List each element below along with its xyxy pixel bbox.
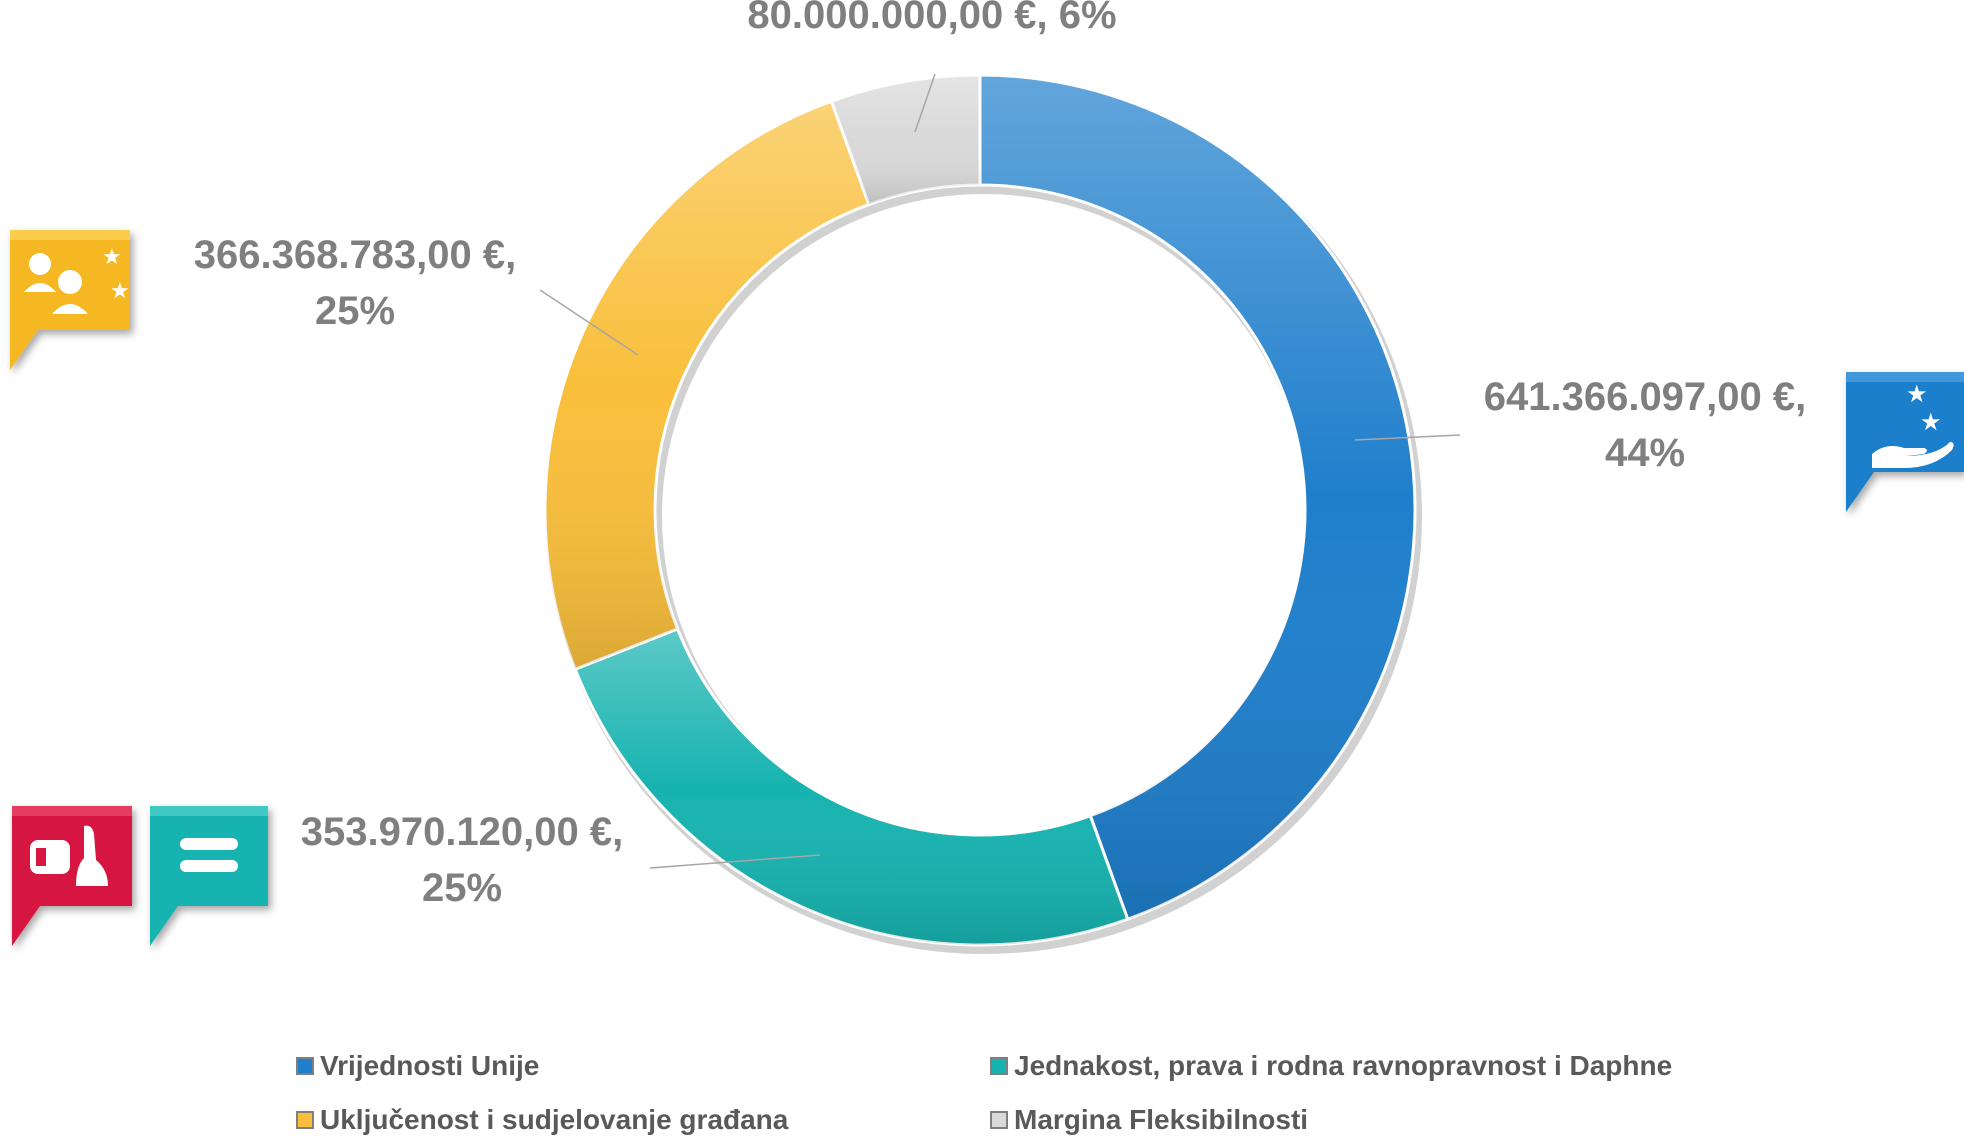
slice-highlight <box>575 628 1128 945</box>
chart-svg: 641.366.097,00 €, 44% 353.970.120,00 €, 25%… <box>10 0 1964 954</box>
legend: Vrijednosti Unije Jednakost, prava i rod… <box>0 1040 1964 1136</box>
data-label-line: 353.970.120,00 €, <box>301 810 624 854</box>
legend-label: Margina Fleksibilnosti <box>1014 1104 1309 1135</box>
svg-text:★: ★ <box>102 245 122 270</box>
legend-swatch-gray <box>990 1111 1008 1129</box>
legend-item: Margina Fleksibilnosti <box>990 1100 1308 1140</box>
slices-layer <box>543 73 1422 954</box>
legend-swatch-blue <box>296 1057 314 1075</box>
legend-item: Uključenost i sudjelovanje građana <box>296 1100 788 1140</box>
svg-text:★: ★ <box>1906 380 1928 408</box>
data-label: 353.970.120,00 €, 25% <box>301 810 624 910</box>
legend-label: Uključenost i sudjelovanje građana <box>320 1104 789 1135</box>
svg-text:★: ★ <box>1920 408 1942 436</box>
data-label: 366.368.783,00 €, 25% <box>194 233 517 333</box>
leader-line <box>539 289 639 356</box>
slice-highlight <box>831 75 980 205</box>
data-label-line: 80.000.000,00 €, 6% <box>747 0 1116 37</box>
slice-highlight <box>980 75 1416 920</box>
hand-stars-icon: ★ ★ <box>1846 372 1964 512</box>
legend-swatch-yellow <box>296 1111 314 1129</box>
legend-item: Jednakost, prava i rodna ravnopravnost i… <box>990 1046 1672 1086</box>
data-label: 80.000.000,00 €, 6% <box>747 0 1116 37</box>
legend-swatch-teal <box>990 1057 1008 1075</box>
data-label-line: 25% <box>315 289 395 333</box>
leader-line <box>1354 434 1461 441</box>
data-label-line: 366.368.783,00 €, <box>194 233 517 277</box>
data-label-line: 641.366.097,00 €, <box>1484 375 1807 419</box>
stop-hand-icon <box>12 806 132 946</box>
data-labels: 641.366.097,00 €, 44% 353.970.120,00 €, 25%… <box>194 0 1807 910</box>
people-stars-icon: ★ ★ <box>10 230 130 370</box>
data-label: 641.366.097,00 €, 44% <box>1484 375 1807 475</box>
legend-item: Vrijednosti Unije <box>296 1046 539 1086</box>
leader-line <box>914 73 936 133</box>
leader-lines <box>539 73 1461 869</box>
legend-label: Vrijednosti Unije <box>320 1050 540 1081</box>
leader-line <box>649 854 821 869</box>
svg-text:★: ★ <box>110 279 130 304</box>
data-label-line: 44% <box>1605 431 1685 475</box>
slice-highlight <box>545 101 869 670</box>
equals-icon <box>150 806 268 946</box>
legend-label: Jednakost, prava i rodna ravnopravnost i… <box>1014 1050 1673 1081</box>
data-label-line: 25% <box>422 866 502 910</box>
